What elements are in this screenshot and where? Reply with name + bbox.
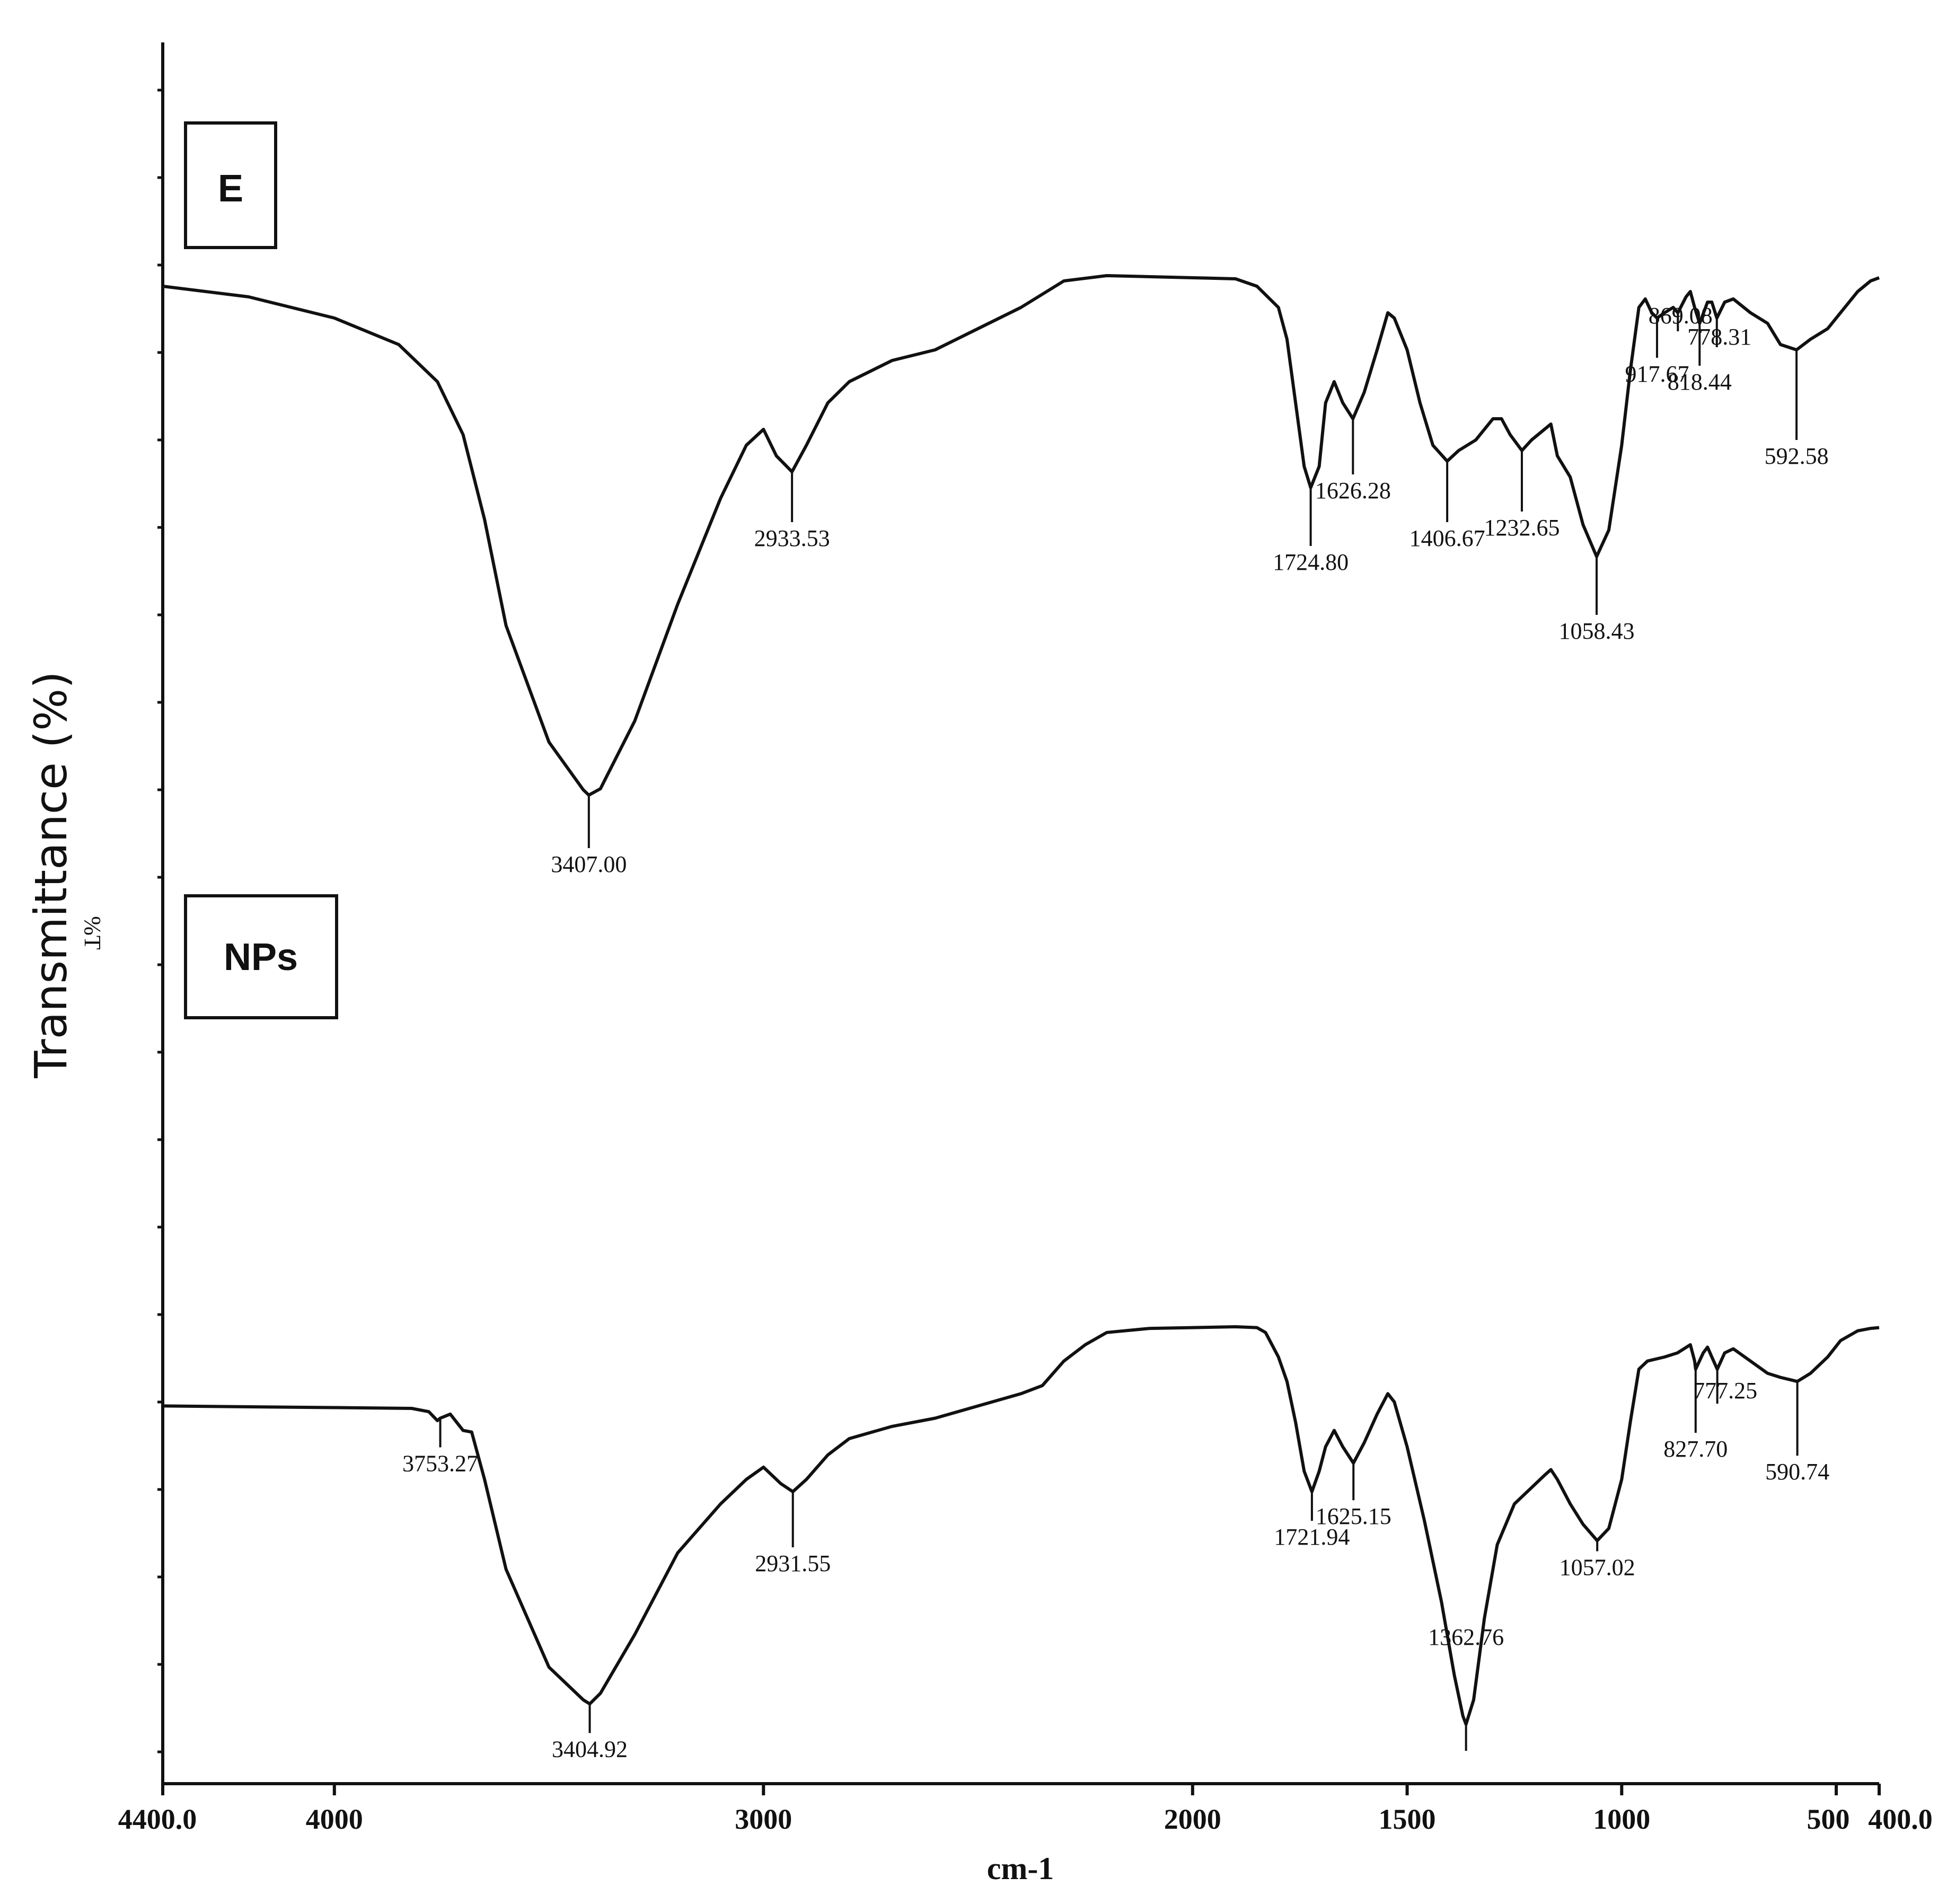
peak-labels-group: 3407.00 2933.53 1724.80 1626.28 1406.671232.…	[402, 303, 1829, 1762]
peak-label: 778.31	[1687, 324, 1751, 350]
peak-label: 1058.43	[1559, 618, 1635, 644]
peak-label: 777.25	[1693, 1378, 1757, 1404]
peak-label: 1626.28	[1315, 478, 1391, 504]
peak-label: 818.44	[1668, 369, 1732, 395]
series-box-e: E	[184, 121, 277, 249]
peak-label: 1057.02	[1560, 1555, 1635, 1581]
x-tick-label: 500	[1807, 1803, 1850, 1835]
series-line-e	[162, 274, 1880, 797]
series-box-nps: NPs	[184, 894, 338, 1019]
series-line-nps	[162, 1325, 1880, 1726]
peak-label: 592.58	[1765, 443, 1829, 469]
y-axis-label-secondary: %T	[80, 916, 105, 950]
series-box-nps-frame	[184, 894, 338, 1019]
peak-label: 1721.94	[1274, 1524, 1350, 1550]
series-box-e-label: E	[218, 168, 243, 210]
peak-label: 917.67	[1625, 361, 1689, 387]
peak-label: 1232.65	[1484, 515, 1560, 541]
peak-label: 3407.00	[551, 851, 627, 877]
y-axis-label: Transmittance (%)	[25, 671, 77, 1079]
x-tick-label: 4400.0	[118, 1803, 197, 1835]
peak-label: 1406.67	[1410, 525, 1485, 551]
peak-label: 590.74	[1765, 1459, 1829, 1485]
peak-label: 869.08	[1649, 303, 1713, 329]
x-tick-labels: 4400.0 4000 3000 2000 1500 1000 500 400.0	[118, 1784, 1933, 1835]
x-tick-label: 2000	[1164, 1803, 1221, 1835]
peak-label: 1625.15	[1316, 1503, 1391, 1529]
peak-label: 2933.53	[754, 525, 830, 551]
series-group	[162, 274, 1880, 1726]
x-tick-label: 3000	[735, 1803, 792, 1835]
peak-label: 1362.76	[1428, 1624, 1504, 1650]
x-tick-label: 400.0	[1868, 1803, 1933, 1835]
x-tick-label: 4000	[306, 1803, 363, 1835]
x-tick-label: 1000	[1593, 1803, 1650, 1835]
series-box-nps-label: NPs	[224, 936, 298, 979]
peak-label: 2931.55	[755, 1550, 831, 1576]
peak-label: 3404.92	[552, 1736, 628, 1762]
peak-label: 3753.27	[402, 1451, 478, 1477]
x-axis-label: cm-1	[987, 1851, 1054, 1886]
series-box-e-frame	[184, 121, 277, 249]
peak-label: 827.70	[1663, 1436, 1728, 1462]
peak-label: 1724.80	[1273, 549, 1349, 575]
axes	[157, 42, 1879, 1785]
x-tick-label: 1500	[1379, 1803, 1436, 1835]
